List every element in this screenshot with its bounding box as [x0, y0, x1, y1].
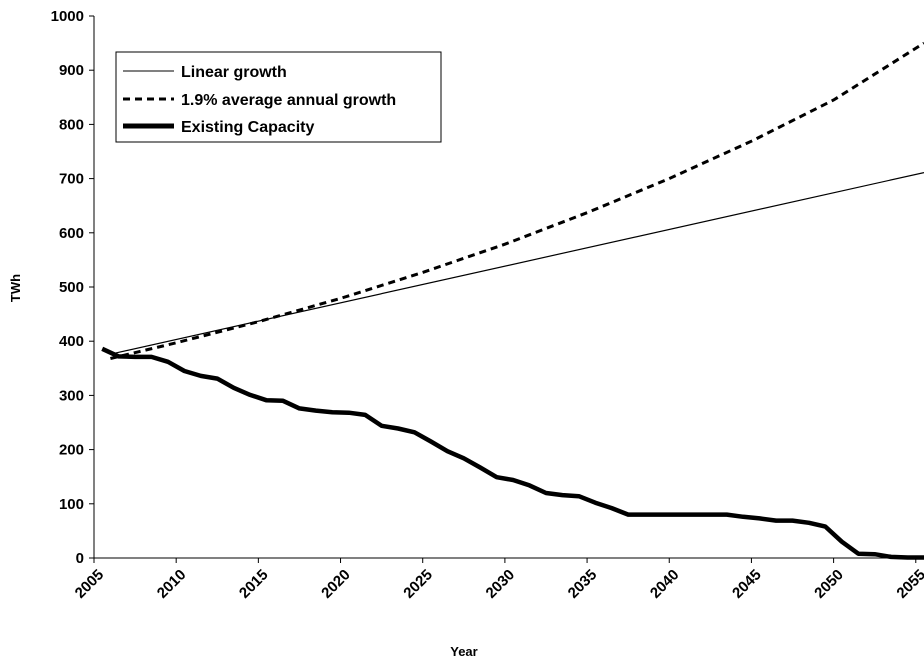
- series-layer: [101, 41, 924, 560]
- y-tick-label: 400: [59, 333, 84, 350]
- legend-label-existing-capacity: Existing Capacity: [181, 119, 314, 136]
- x-tick-label: 2035: [565, 566, 601, 602]
- series-annual-growth: [110, 41, 924, 360]
- x-tick-label: 2015: [236, 566, 272, 602]
- y-tick-label: 600: [59, 225, 84, 242]
- x-tick-label: 2045: [729, 566, 765, 602]
- y-tick-label: 500: [59, 279, 84, 296]
- y-tick-label: 800: [59, 116, 84, 133]
- x-tick-label: 2050: [811, 566, 847, 602]
- x-tick-label: 2010: [154, 566, 190, 602]
- y-tick-label: 700: [59, 171, 84, 188]
- y-tick-label: 900: [59, 62, 84, 79]
- legend-label-annual-growth: 1.9% average annual growth: [181, 92, 396, 109]
- legend-label-linear-growth: Linear growth: [181, 64, 287, 81]
- x-tick-label: 2020: [318, 566, 354, 602]
- x-tick-label: 2040: [647, 566, 683, 602]
- series-linear-growth: [110, 172, 924, 355]
- y-tick-label: 100: [59, 496, 84, 513]
- x-tick-label: 2005: [72, 566, 108, 602]
- y-tick-label: 200: [59, 442, 84, 459]
- legend: Linear growth 1.9% average annual growth…: [115, 51, 442, 143]
- x-axis-title: Year: [450, 644, 477, 659]
- y-tick-label: 1000: [51, 8, 84, 25]
- x-tick-label: 2025: [400, 566, 436, 602]
- y-tick-label: 300: [59, 387, 84, 404]
- y-axis-title: TWh: [8, 274, 23, 302]
- x-tick-label: 2055: [893, 566, 924, 602]
- series-existing-capacity: [101, 346, 924, 560]
- y-tick-label: 0: [76, 550, 84, 567]
- x-tick-label: 2030: [483, 566, 519, 602]
